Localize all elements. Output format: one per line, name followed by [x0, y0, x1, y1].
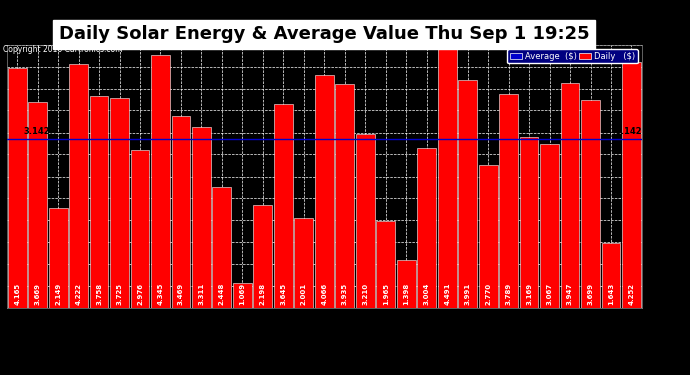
- Text: 3.669: 3.669: [34, 284, 41, 305]
- Text: 2.976: 2.976: [137, 284, 143, 305]
- Bar: [376, 221, 395, 308]
- Text: 2.149: 2.149: [55, 283, 61, 305]
- Text: 3.935: 3.935: [342, 283, 348, 305]
- Bar: [417, 148, 436, 308]
- Bar: [69, 64, 88, 308]
- Bar: [458, 80, 477, 308]
- Bar: [479, 165, 497, 308]
- Text: 4.066: 4.066: [322, 283, 327, 305]
- Text: 2.001: 2.001: [301, 283, 307, 305]
- Bar: [581, 100, 600, 308]
- Text: 3.789: 3.789: [506, 283, 511, 305]
- Bar: [315, 75, 334, 308]
- Text: 3.169: 3.169: [526, 283, 532, 305]
- Text: 4.252: 4.252: [629, 284, 635, 305]
- Text: 3.725: 3.725: [117, 284, 123, 305]
- Legend: Average  ($), Daily   ($): Average ($), Daily ($): [507, 49, 638, 63]
- Text: 3.210: 3.210: [362, 283, 368, 305]
- Bar: [49, 208, 68, 308]
- Bar: [192, 127, 211, 308]
- Bar: [213, 187, 231, 308]
- Text: 3.699: 3.699: [587, 283, 593, 305]
- Text: 2.448: 2.448: [219, 283, 225, 305]
- Bar: [356, 134, 375, 308]
- Text: 2.198: 2.198: [260, 283, 266, 305]
- Text: 3.469: 3.469: [178, 283, 184, 305]
- Bar: [28, 102, 47, 308]
- Text: 3.004: 3.004: [424, 283, 430, 305]
- Text: 1.069: 1.069: [239, 283, 246, 305]
- Text: Copyright 2016 Cartronics.com: Copyright 2016 Cartronics.com: [3, 45, 123, 54]
- Text: 1.965: 1.965: [383, 284, 388, 305]
- Bar: [130, 150, 150, 308]
- Bar: [90, 96, 108, 308]
- Bar: [295, 218, 313, 308]
- Text: 3.947: 3.947: [567, 283, 573, 305]
- Bar: [335, 84, 354, 308]
- Title: Daily Solar Energy & Average Value Thu Sep 1 19:25: Daily Solar Energy & Average Value Thu S…: [59, 26, 590, 44]
- Text: 1.643: 1.643: [608, 283, 614, 305]
- Text: 3.645: 3.645: [280, 283, 286, 305]
- Text: 4.222: 4.222: [76, 284, 81, 305]
- Bar: [233, 283, 252, 308]
- Text: 1.398: 1.398: [403, 283, 409, 305]
- Bar: [172, 116, 190, 308]
- Bar: [520, 137, 538, 308]
- Bar: [397, 260, 415, 308]
- Bar: [540, 144, 559, 308]
- Bar: [560, 83, 580, 308]
- Text: 4.491: 4.491: [444, 283, 450, 305]
- Bar: [110, 98, 129, 308]
- Bar: [8, 68, 26, 308]
- Text: 3.758: 3.758: [96, 283, 102, 305]
- Bar: [274, 104, 293, 308]
- Bar: [437, 45, 457, 308]
- Text: 3.991: 3.991: [464, 283, 471, 305]
- Bar: [602, 243, 620, 308]
- Text: 4.165: 4.165: [14, 283, 20, 305]
- Text: 3.142: 3.142: [23, 127, 50, 136]
- Bar: [499, 94, 518, 308]
- Text: 2.770: 2.770: [485, 283, 491, 305]
- Bar: [151, 55, 170, 308]
- Bar: [622, 62, 641, 308]
- Text: 3.067: 3.067: [546, 283, 553, 305]
- Bar: [253, 205, 273, 308]
- Text: 3.142: 3.142: [615, 127, 642, 136]
- Text: 3.311: 3.311: [199, 283, 204, 305]
- Text: 4.345: 4.345: [157, 283, 164, 305]
